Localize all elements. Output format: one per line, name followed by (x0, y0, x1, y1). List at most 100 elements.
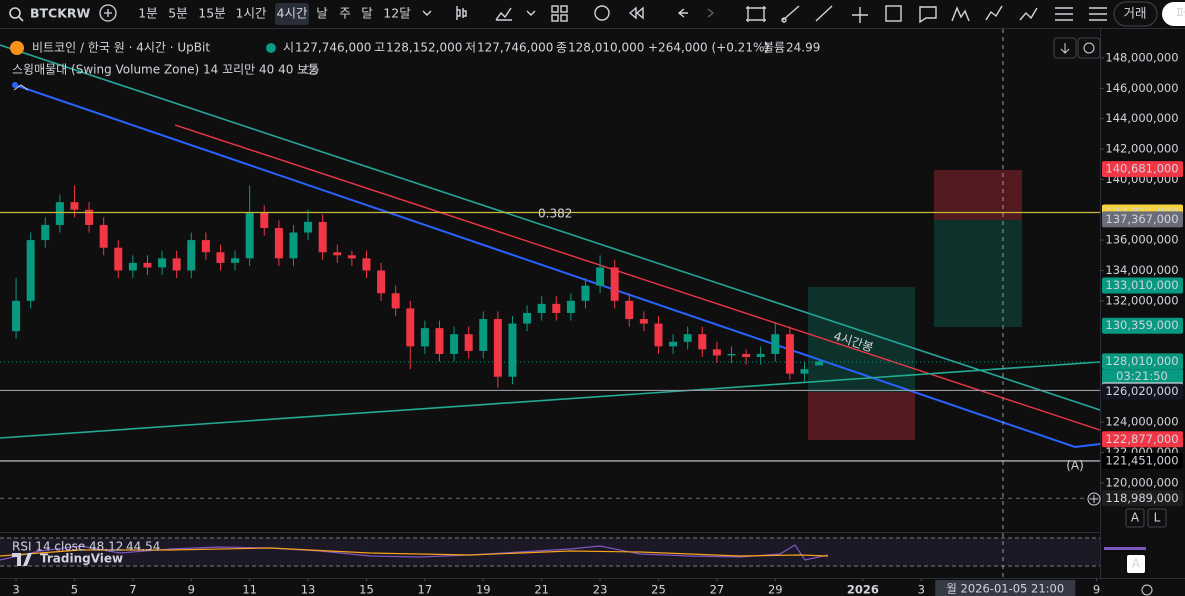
draw-tool[interactable] (1019, 7, 1038, 21)
settings-icon[interactable] (1141, 584, 1153, 596)
draw-tool[interactable] (852, 7, 868, 23)
layout-icon[interactable] (551, 5, 559, 13)
scale-button-label[interactable]: L (1154, 511, 1161, 525)
x-tick-label: 11 (242, 583, 257, 596)
interval-active (275, 3, 309, 25)
auto-button-label[interactable]: A (1132, 557, 1141, 571)
candle-body (596, 267, 605, 286)
candle-type-icon[interactable] (456, 6, 467, 20)
add-alert-button[interactable] (1087, 492, 1101, 506)
auto-button[interactable] (1127, 555, 1145, 573)
search-icon[interactable] (9, 7, 21, 19)
scale-button[interactable] (1147, 508, 1167, 528)
legend-button[interactable] (1053, 37, 1077, 59)
draw-tool[interactable] (951, 6, 970, 22)
price-tag-label: 128,010,000 (1105, 354, 1178, 368)
legend-button[interactable] (1077, 37, 1101, 59)
position-loss[interactable] (934, 170, 1022, 220)
candle-body (245, 212, 254, 259)
trade-button-label[interactable]: 거래 (1123, 6, 1146, 21)
cut-button-label[interactable]: 퍼 (1176, 6, 1185, 21)
long-position-loss[interactable] (808, 392, 915, 440)
candle-body (435, 328, 444, 354)
candle-body (406, 308, 415, 347)
interval-button[interactable]: 4시간 (277, 6, 308, 21)
draw-tool[interactable] (815, 5, 833, 22)
candle-body (450, 334, 459, 354)
trend-line[interactable] (0, 361, 1101, 439)
legend-volume: 24.99 (786, 41, 820, 55)
candle-body (362, 258, 371, 271)
interval-button[interactable]: 달 (361, 6, 373, 21)
add-symbol-button[interactable] (99, 4, 117, 22)
interval-button[interactable]: 5분 (168, 6, 187, 21)
y-tick-label: 124,000,000 (1105, 415, 1178, 429)
interval-button[interactable]: 15분 (198, 6, 225, 21)
interval-button[interactable]: 1시간 (236, 6, 267, 21)
candle-body (508, 323, 517, 377)
draw-tool[interactable] (781, 5, 800, 23)
trade-button[interactable] (1113, 1, 1158, 27)
candle-body (785, 334, 794, 374)
candle-body (654, 323, 663, 347)
draw-tool[interactable] (885, 5, 902, 22)
candle-body (581, 285, 590, 301)
replay-icon[interactable] (628, 6, 644, 20)
draw-tool[interactable] (746, 6, 766, 22)
draw-tool[interactable] (919, 6, 937, 24)
add-symbol-plus (104, 9, 112, 17)
interval-dropdown[interactable] (422, 10, 432, 16)
interval-button[interactable]: 주 (339, 6, 351, 21)
scale-button-label[interactable]: A (1131, 511, 1140, 525)
indicator-icon[interactable] (495, 7, 512, 21)
candle-body (12, 300, 21, 332)
interval-button[interactable]: 12달 (383, 6, 411, 21)
symbol-icon (10, 41, 24, 55)
crosshair-label: 월 2026-01-05 21:00 (946, 582, 1064, 596)
trend-line[interactable] (0, 44, 1101, 411)
alert-icon[interactable] (594, 5, 610, 21)
indicator-dropdown[interactable] (526, 10, 536, 16)
legend-button-icon (1060, 43, 1070, 54)
draw-tool[interactable] (985, 5, 1003, 21)
drawings (0, 44, 1101, 449)
rsi-axis-tag (1104, 547, 1146, 550)
countdown-bg (1102, 369, 1183, 384)
x-tick-label: 9 (1093, 583, 1100, 596)
legend-name: 비트코인 / 한국 원 · 4시간 · UpBit (32, 41, 210, 55)
price-tag (1102, 277, 1183, 294)
visibility-icon[interactable] (303, 65, 319, 75)
draw-tool[interactable] (1089, 7, 1107, 21)
price-tag-label: 121,451,000 (1105, 453, 1178, 467)
y-tick-label: 120,000,000 (1105, 475, 1178, 489)
candle-body (172, 258, 181, 271)
y-tick-label: 144,000,000 (1105, 111, 1178, 125)
interval-button[interactable]: 1분 (138, 6, 157, 21)
legend-close-label: 종 (556, 41, 567, 55)
x-tick-label: 7 (129, 583, 136, 596)
price-tag-label: 133,010,000 (1105, 278, 1178, 292)
cut-button[interactable] (1162, 2, 1185, 26)
price-tag (1102, 353, 1183, 370)
trend-line[interactable] (14, 84, 1101, 449)
legend-volume-label: 볼륨 (763, 41, 785, 55)
y-tick-label: 134,000,000 (1105, 263, 1178, 277)
undo-icon[interactable] (677, 8, 688, 18)
draw-tool[interactable] (1055, 7, 1073, 21)
collapse-icon[interactable] (13, 84, 29, 91)
candle-body (333, 252, 342, 256)
rsi-ma-value: 44.54 (126, 540, 160, 554)
position-profit[interactable] (934, 220, 1022, 327)
symbol[interactable]: BTCKRW (30, 6, 91, 21)
legend-open: 127,746,000 (295, 41, 371, 55)
interval-button[interactable]: 날 (316, 6, 328, 21)
redo-icon[interactable] (707, 8, 715, 18)
y-tick-label: 148,000,000 (1105, 50, 1178, 64)
candle-body (420, 328, 429, 347)
price-tag-label: 126,020,000 (1105, 384, 1178, 398)
scale-button[interactable] (1125, 508, 1145, 528)
trend-line[interactable] (174, 124, 1101, 431)
crosshair-label-bg (935, 580, 1076, 596)
candle-body (625, 300, 634, 320)
candle-body (800, 369, 809, 374)
